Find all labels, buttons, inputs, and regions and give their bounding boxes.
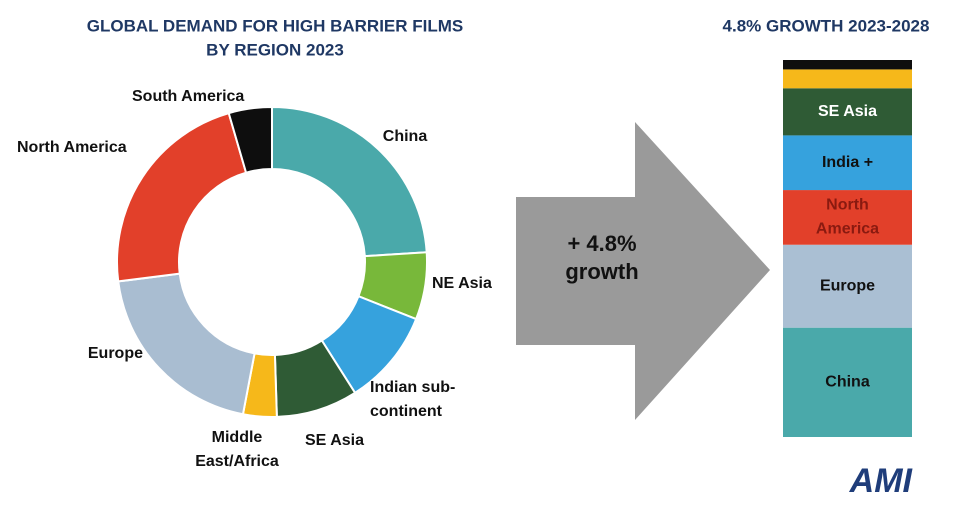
slice-label: Indian sub- (370, 379, 455, 396)
bar-segment (783, 60, 912, 70)
segment-label: America (816, 221, 879, 238)
bar-segment (783, 190, 912, 245)
slice-label: NE Asia (432, 275, 492, 292)
arrow-label: growth (565, 259, 638, 284)
bar-segment (783, 69, 912, 89)
bar-segment (783, 244, 912, 328)
arrow-label: + 4.8% (567, 231, 636, 256)
segment-label: Europe (820, 277, 875, 294)
growth-arrow (516, 122, 770, 420)
bar-segment (783, 135, 912, 191)
slice-label: Europe (88, 345, 143, 362)
donut-slice (117, 272, 256, 416)
chart-title: BY REGION 2023 (206, 40, 344, 59)
donut-slice (271, 105, 428, 258)
slice-label: North America (17, 139, 127, 156)
chart-title: 4.8% GROWTH 2023-2028 (723, 16, 930, 35)
segment-label: China (825, 374, 870, 391)
segment-label: India + (822, 154, 873, 171)
segment-label: North (826, 197, 869, 214)
donut-slice (227, 105, 273, 174)
logo: AMI (849, 462, 914, 500)
slice-label: China (383, 128, 428, 145)
segment-label: SE Asia (818, 103, 877, 120)
bar-segment (783, 88, 912, 136)
slice-label: continent (370, 403, 443, 420)
slice-label: SE Asia (305, 432, 364, 449)
slice-label: South America (132, 88, 244, 105)
slice-label: East/Africa (195, 453, 279, 470)
donut-slice (116, 111, 248, 283)
slice-label: Middle (212, 429, 263, 446)
chart-title: GLOBAL DEMAND FOR HIGH BARRIER FILMS (87, 16, 464, 35)
bar-segment (783, 327, 912, 437)
